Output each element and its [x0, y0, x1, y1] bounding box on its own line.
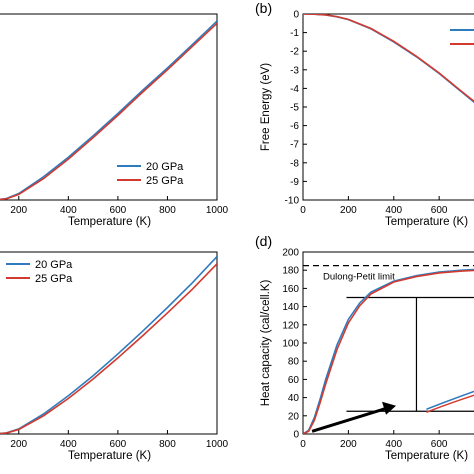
inset-curve-20	[426, 390, 474, 410]
series-line-25-gpa	[303, 269, 474, 434]
x-axis-title: Temperature (K)	[385, 216, 468, 228]
y-tick-label: -9	[290, 177, 299, 188]
y-axis-title: Free Energy (eV)	[260, 63, 272, 151]
panel-b: 0 200 400 600 0 -1 -2 -3 -4 -5 -6 -7 -8 -9 -10 Temperat…	[255, 0, 474, 228]
y-tick-label: -4	[290, 84, 299, 95]
plot-frame	[0, 251, 218, 435]
y-tick-label: 160	[282, 284, 299, 295]
series-line-20-gpa	[0, 256, 217, 434]
y-tick-label: 20	[288, 411, 300, 422]
series-line-20-gpa	[0, 20, 217, 200]
panel-label: (d)	[255, 233, 272, 249]
legend-label: 25 GPa	[35, 273, 73, 285]
y-tick-label: -3	[290, 65, 299, 76]
inset-arrow-head	[382, 401, 397, 415]
legend-label: 20 GPa	[35, 259, 73, 271]
x-axis-title: Temperature (K)	[385, 450, 468, 462]
series-group	[0, 20, 217, 200]
x-tick-label: 800	[159, 205, 176, 216]
legend-label: 25 GPa	[146, 175, 184, 187]
panel-a: 200 400 600 800 1000 Temperature (K) 20 GPa 25 …	[0, 13, 229, 228]
plot-frame	[0, 13, 218, 201]
panel-c: 200 400 600 800 1000 Temperature (K) 20 GPa 25 …	[0, 251, 229, 462]
series-line-25-gpa	[303, 14, 474, 103]
x-tick-label: 0	[300, 439, 306, 450]
x-tick-label: 200	[340, 205, 357, 216]
x-axis-title: Temperature (K)	[68, 450, 151, 462]
y-tick-label: 0	[293, 10, 299, 21]
x-tick-label: 1000	[206, 439, 229, 450]
x-tick-label: 400	[385, 439, 402, 450]
x-tick-label: 200	[10, 205, 27, 216]
y-tick-label: 140	[282, 302, 299, 313]
legend-label: 20 GPa	[146, 161, 184, 173]
y-tick-label: -7	[290, 140, 299, 151]
y-axis-title: Heat capacity (cal/cell.K)	[260, 280, 272, 407]
x-axis-title: Temperature (K)	[68, 216, 151, 228]
y-tick-label: -5	[290, 103, 299, 114]
panel-d: 0 200 400 600 0 20 40 60 80 100 120 140 160 180 200 Tem…	[255, 233, 474, 462]
reference-line-label: Dulong-Petit limit	[323, 272, 395, 283]
x-tick-label: 200	[340, 439, 357, 450]
inset-curve-25	[426, 394, 474, 413]
plot-frame	[302, 13, 474, 201]
x-tick-label: 800	[159, 439, 176, 450]
y-tick-label: 0	[293, 430, 299, 441]
x-tick-label: 600	[431, 439, 448, 450]
x-tick-label: 600	[431, 205, 448, 216]
y-tick-label: -10	[285, 196, 300, 207]
x-tick-label: 400	[385, 205, 402, 216]
x-tick-label: 1000	[206, 205, 229, 216]
y-tick-label: 40	[288, 393, 300, 404]
series-line-25-gpa	[0, 22, 217, 200]
y-tick-label: 60	[288, 375, 300, 386]
series-line-25-gpa	[0, 263, 217, 434]
x-tick-label: 600	[110, 439, 127, 450]
y-tick-label: 80	[288, 357, 300, 368]
y-tick-label: -2	[290, 47, 299, 58]
y-tick-label: -8	[290, 158, 299, 169]
y-tick-label: 200	[282, 248, 299, 259]
x-tick-label: 400	[60, 439, 77, 450]
inset-arrow-shaft	[311, 405, 392, 433]
y-tick-label: 100	[282, 339, 299, 350]
series-group	[303, 268, 474, 434]
y-tick-label: -1	[290, 28, 299, 39]
y-tick-label: -6	[290, 121, 299, 132]
y-tick-label: 120	[282, 320, 299, 331]
x-tick-label: 0	[300, 205, 306, 216]
panel-label: (b)	[255, 0, 272, 16]
x-tick-label: 600	[110, 205, 127, 216]
series-group	[0, 256, 217, 434]
x-tick-label: 400	[60, 205, 77, 216]
series-line-20-gpa	[303, 268, 474, 434]
series-group	[303, 14, 474, 104]
y-tick-label: 180	[282, 266, 299, 277]
x-tick-label: 200	[10, 439, 27, 450]
series-line-20-gpa	[303, 14, 474, 104]
